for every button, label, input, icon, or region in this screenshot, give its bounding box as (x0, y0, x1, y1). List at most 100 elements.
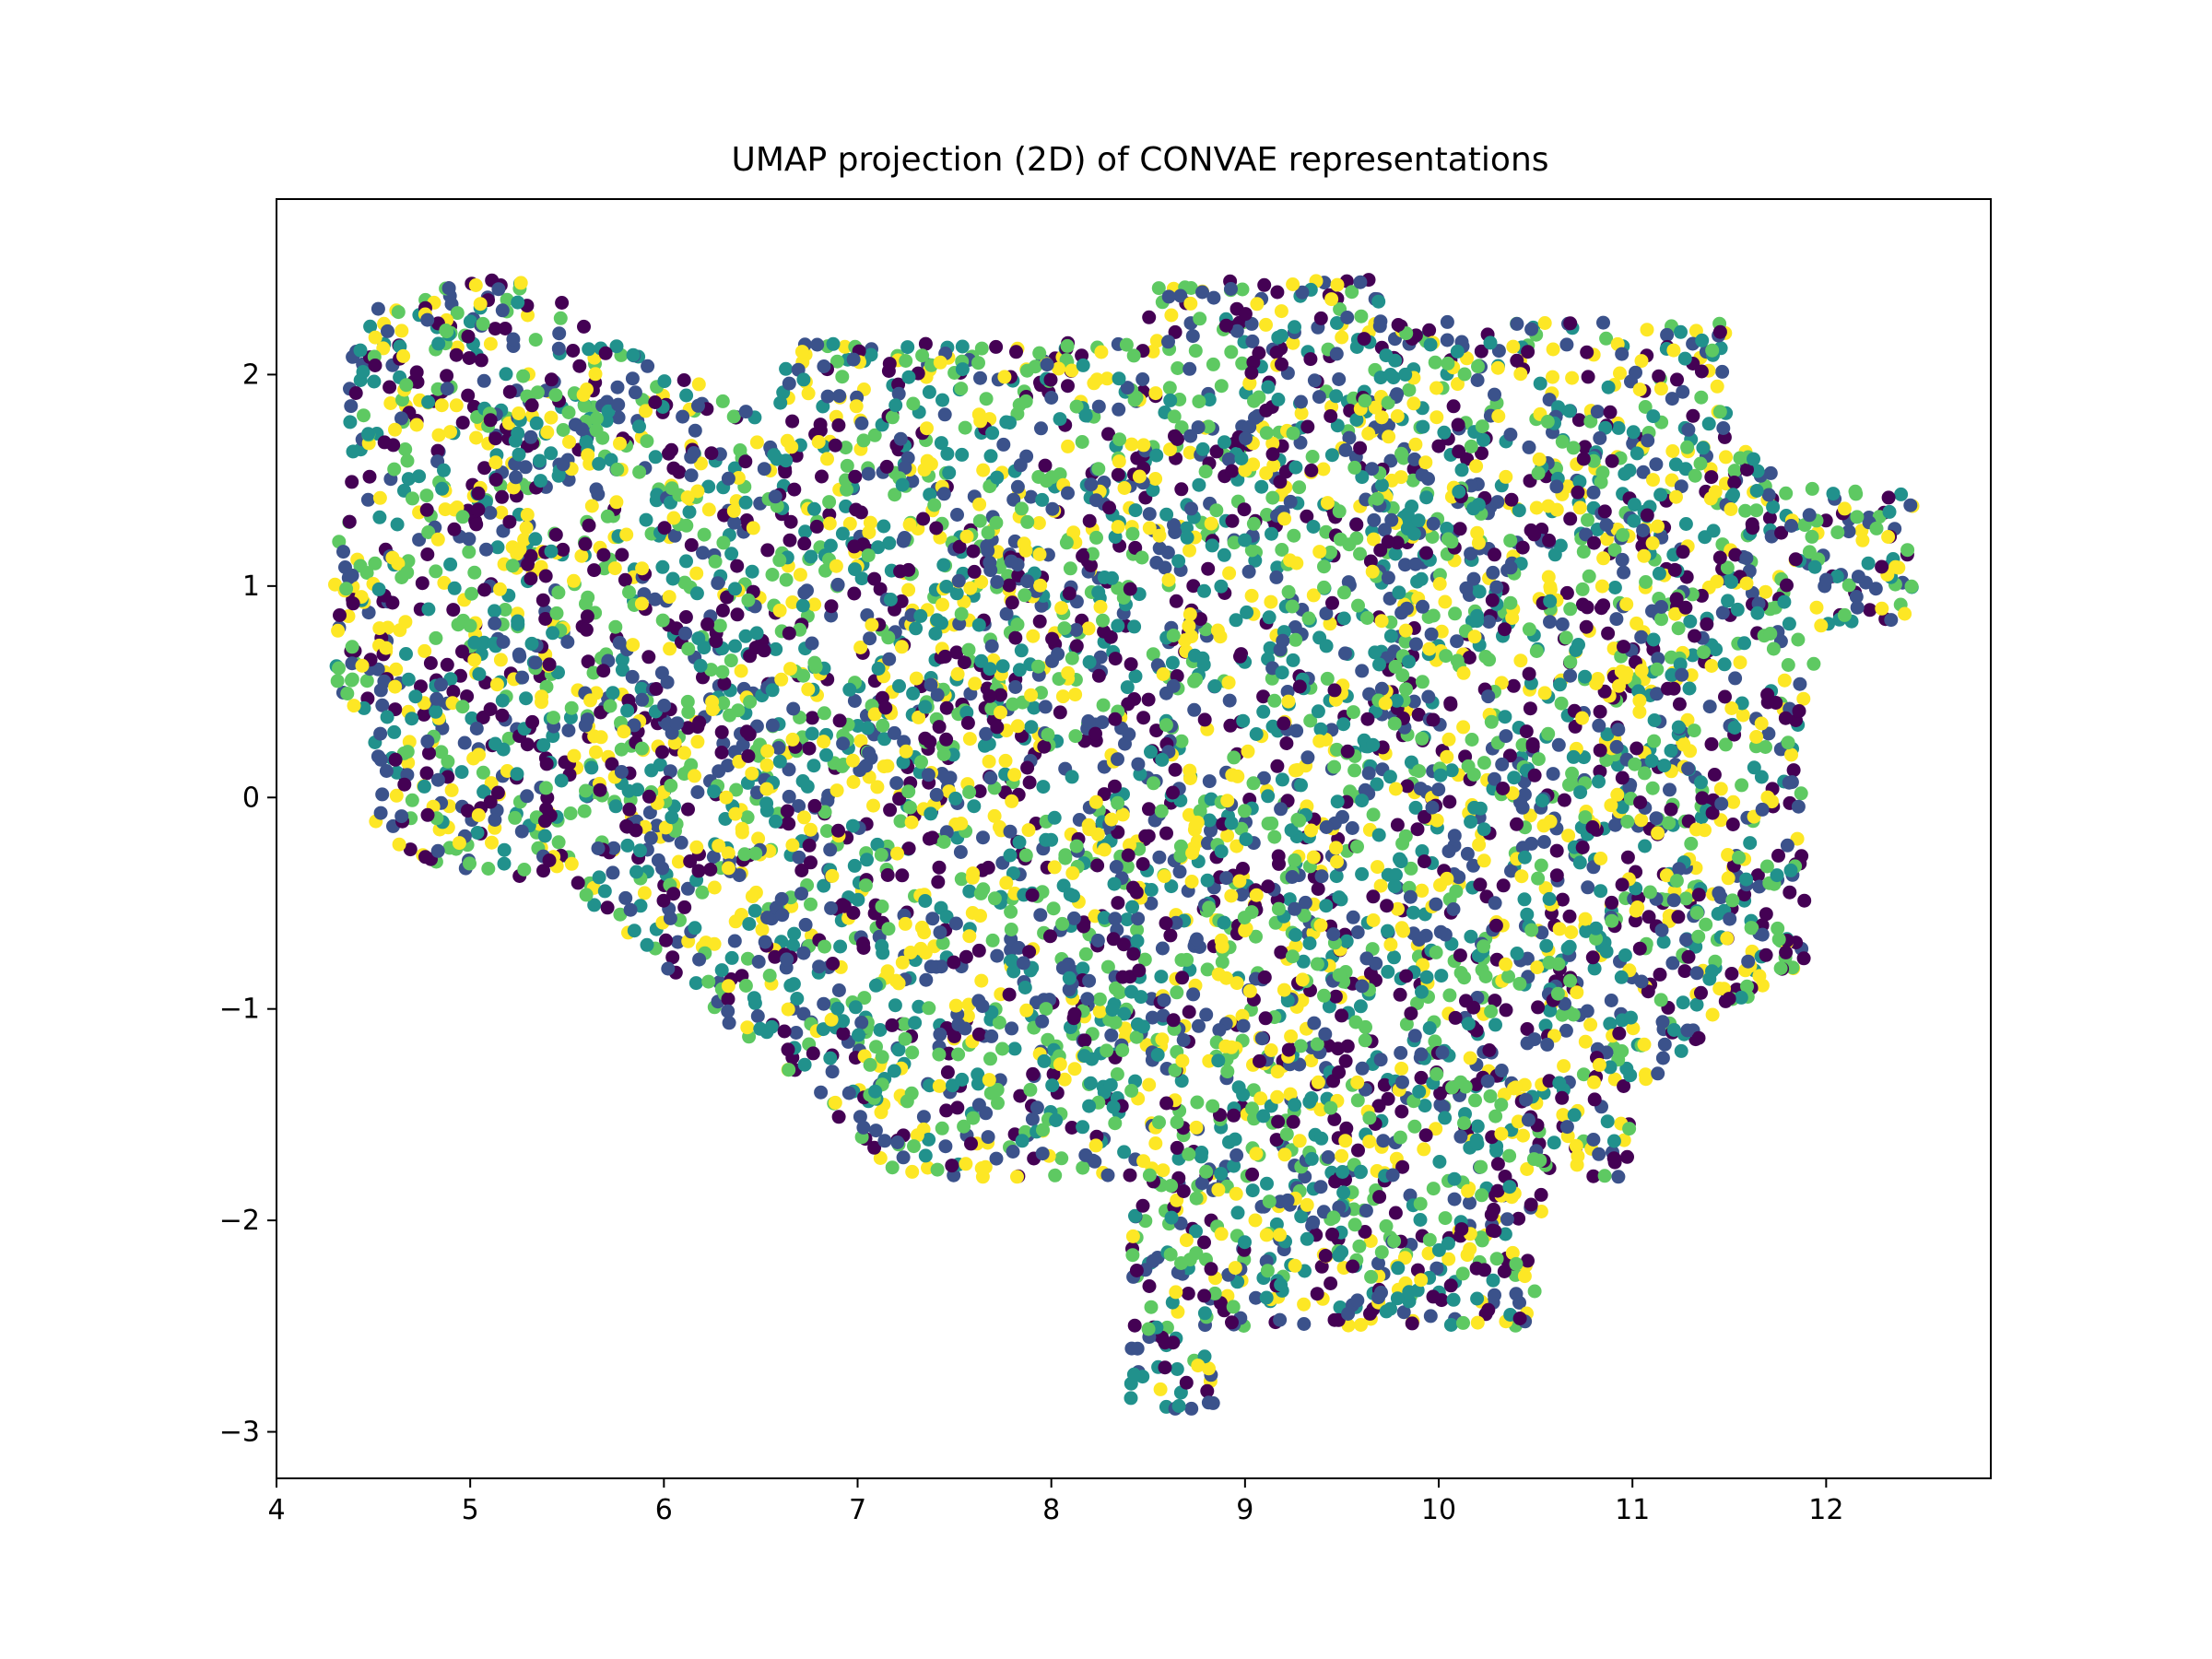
data-point (849, 399, 864, 414)
data-point (1245, 1101, 1259, 1116)
data-point (1627, 498, 1641, 512)
data-point (1182, 1005, 1196, 1019)
data-point (1112, 371, 1126, 386)
data-point (1170, 1362, 1184, 1376)
data-point (1335, 809, 1349, 824)
data-point (372, 621, 387, 636)
data-point (551, 341, 566, 356)
data-point (1464, 929, 1478, 944)
data-point (455, 700, 470, 714)
data-point (589, 482, 604, 497)
data-point (1818, 572, 1833, 587)
data-point (659, 933, 673, 947)
data-point (749, 435, 764, 450)
data-point (1564, 925, 1579, 939)
data-point (1849, 590, 1864, 604)
data-point (1462, 651, 1477, 665)
data-point (1035, 1147, 1050, 1161)
data-point (847, 858, 862, 873)
data-point (1081, 621, 1096, 636)
data-point (1675, 667, 1689, 682)
data-point (481, 862, 496, 876)
data-point (775, 908, 790, 923)
data-point (469, 430, 484, 445)
data-point (1671, 720, 1686, 735)
data-point (935, 393, 949, 407)
data-point (397, 777, 412, 792)
data-point (1219, 871, 1234, 886)
data-point (1120, 680, 1135, 695)
data-point (377, 435, 392, 450)
data-point (882, 357, 897, 371)
data-point (1587, 1075, 1601, 1089)
data-point (1128, 669, 1143, 684)
data-point (901, 784, 916, 799)
data-point (894, 640, 909, 654)
data-point (1450, 634, 1465, 649)
data-point (505, 559, 520, 573)
data-point (1111, 896, 1125, 911)
data-point (971, 1098, 986, 1112)
data-point (449, 398, 464, 413)
data-point (520, 789, 535, 804)
data-point (1199, 1007, 1214, 1022)
data-point (1536, 835, 1551, 849)
data-point (508, 810, 523, 825)
data-point (1531, 752, 1546, 767)
data-point (1413, 1213, 1428, 1227)
data-point (353, 343, 368, 358)
data-point (851, 892, 865, 907)
data-point (626, 638, 641, 653)
data-point (1092, 992, 1107, 1006)
data-point (1066, 911, 1081, 925)
data-point (1106, 1100, 1121, 1114)
data-point (1388, 1206, 1403, 1220)
data-point (1415, 731, 1430, 746)
data-point (1350, 1093, 1365, 1108)
data-point (806, 759, 821, 773)
data-point (948, 791, 963, 806)
data-point (1470, 1291, 1485, 1306)
data-point (1332, 372, 1347, 386)
data-point (804, 897, 818, 912)
data-point (1453, 522, 1467, 536)
data-point (556, 542, 571, 557)
data-point (1302, 1095, 1317, 1109)
data-point (388, 752, 403, 767)
data-point (417, 707, 431, 722)
data-point (1814, 618, 1829, 633)
data-point (361, 606, 376, 620)
data-point (1082, 973, 1097, 988)
data-point (1793, 677, 1807, 691)
data-point (997, 370, 1012, 384)
data-point (1549, 868, 1564, 883)
data-point (553, 311, 568, 325)
data-point (939, 732, 954, 747)
data-point (1351, 598, 1365, 613)
data-point (740, 1020, 755, 1035)
data-point (820, 452, 834, 466)
data-point (1372, 1190, 1387, 1205)
data-point (1712, 405, 1727, 419)
data-point (1464, 439, 1478, 453)
data-point (1759, 584, 1773, 599)
data-point (409, 365, 424, 380)
data-point (1481, 1302, 1496, 1317)
data-point (465, 711, 479, 725)
data-point (1324, 409, 1338, 423)
data-point (1580, 345, 1594, 359)
data-point (1414, 1070, 1429, 1085)
data-point (1044, 832, 1059, 847)
data-point (1664, 802, 1678, 817)
data-point (381, 324, 394, 338)
data-point (1497, 1265, 1512, 1278)
data-point (1655, 1051, 1670, 1065)
data-point (935, 1121, 949, 1135)
data-point (1646, 409, 1661, 424)
data-point (805, 636, 819, 651)
data-point (1327, 759, 1342, 774)
data-point (1060, 338, 1075, 353)
data-point (1244, 366, 1259, 380)
data-point (429, 564, 443, 579)
data-point (1676, 384, 1690, 399)
